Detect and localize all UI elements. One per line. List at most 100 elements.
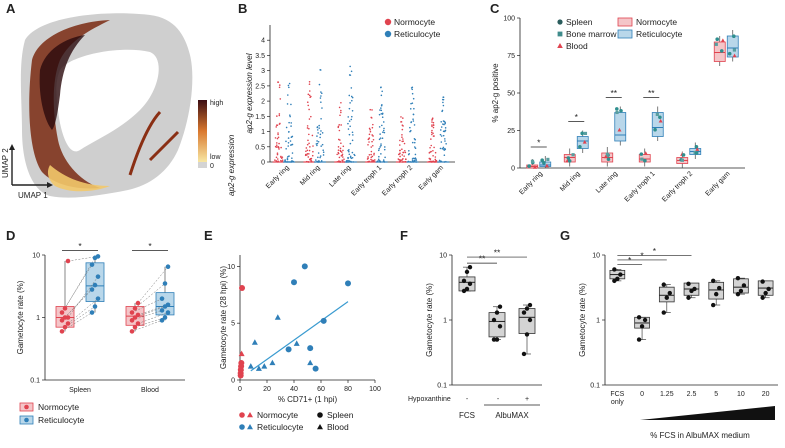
c-box (713, 41, 726, 62)
b-cell-point (403, 149, 406, 152)
b-cell-point (291, 135, 294, 138)
d-significance-mark: * (148, 241, 152, 251)
b-cell-point (305, 150, 307, 153)
f-box (488, 312, 506, 338)
b-cell-point (445, 160, 447, 163)
d-pair-line (64, 257, 96, 309)
b-cell-point (318, 127, 321, 129)
b-cell-point (378, 126, 381, 128)
b-cell-point (428, 157, 431, 160)
b-cell-point (351, 110, 354, 112)
b-cell-point (318, 124, 320, 127)
d-ylabel: Gametocyte rate (%) (16, 280, 25, 354)
c-category-label: Early troph 2 (661, 170, 694, 203)
b-cell-point (305, 147, 308, 149)
d-point (165, 302, 171, 308)
b-cell-point (279, 122, 281, 125)
b-cell-point (440, 120, 443, 123)
d-point (132, 324, 138, 330)
b-cell-point (429, 160, 431, 163)
c-legend-normocyte-box (617, 17, 633, 27)
b-cell-point (343, 158, 345, 161)
b-cell-point (316, 135, 318, 137)
c-point-blood (695, 147, 700, 151)
umap-low-edge (47, 165, 110, 192)
d-point (65, 258, 71, 264)
b-cell-point (401, 148, 403, 151)
d-pair-line (137, 312, 169, 324)
b-cell-point (276, 158, 279, 160)
e-xtick-label: 40 (290, 386, 298, 393)
b-cell-point (348, 107, 351, 110)
b-cell-point (430, 144, 433, 147)
b-cell-point (275, 156, 278, 159)
d-point (159, 296, 165, 301)
b-cell-point (312, 145, 314, 147)
g-point (717, 285, 722, 291)
d-point (89, 310, 95, 315)
b-cell-point (430, 161, 433, 163)
b-cell-point (279, 156, 282, 158)
b-cell-point (321, 132, 324, 134)
b-cell-point (337, 149, 340, 151)
b-cell-point (308, 127, 310, 130)
g-significance-mark: * (640, 250, 644, 260)
panel-label-b: B (238, 1, 247, 16)
d-point (92, 282, 98, 288)
b-cell-point (400, 116, 402, 118)
c-ytick-label: 50 (507, 91, 515, 98)
d-point (89, 287, 95, 292)
b-cell-point (439, 147, 442, 150)
f-point (491, 317, 497, 323)
e-legend-normocyte-circle (239, 412, 245, 418)
b-cell-point (368, 160, 371, 163)
g-category-label: only (611, 399, 624, 406)
e-point-spleen (239, 284, 246, 291)
b-cell-point (397, 153, 400, 156)
b-legend-normocyte-dot (384, 18, 392, 26)
b-cell-point (319, 97, 322, 99)
b-cell-point (289, 114, 291, 116)
c-category-label: Early troph 1 (624, 170, 657, 203)
c-point-spleen (653, 127, 657, 132)
b-cell-point (277, 161, 279, 163)
d-pair-line (61, 264, 93, 313)
b-cell-point (372, 123, 374, 126)
b-cell-point (290, 122, 293, 124)
b-cell-point (443, 161, 446, 163)
chart-c: 0 25 50 75 100 % ap2-g positive Early ring * Mid… (491, 16, 745, 203)
b-cell-point (440, 160, 443, 163)
b-cell-point (351, 156, 354, 159)
b-cell-point (349, 125, 351, 128)
c-point-blood (617, 127, 622, 132)
c-point-spleen (643, 158, 647, 163)
b-ytick-label: 0 (261, 160, 265, 167)
b-cell-point (431, 121, 433, 123)
f-significance-mark: ** (494, 248, 501, 258)
e-legend-normocyte: Normocyte (257, 410, 298, 420)
umap-high-cluster (39, 35, 85, 130)
b-cell-point (317, 152, 320, 154)
b-cell-point (373, 154, 375, 156)
b-cell-point (433, 135, 435, 137)
c-point-blood (643, 151, 648, 155)
b-cell-point (315, 143, 318, 145)
d-point (159, 308, 165, 313)
f-point (494, 310, 500, 315)
g-xlabel: % FCS in AlbuMAX medium (650, 431, 750, 440)
e-point-blood (251, 339, 258, 345)
panel-label-f: F (400, 228, 408, 243)
b-cell-point (316, 129, 319, 131)
b-cell-point (351, 131, 354, 134)
b-cell-point (442, 96, 445, 98)
colorbar-title: ap2-g expression (227, 134, 236, 196)
colorbar-zero-band (198, 162, 207, 168)
b-cell-point (349, 102, 351, 104)
b-category-label: Early troph 1 (350, 164, 383, 197)
b-cell-point (291, 143, 294, 146)
d-pair-line (64, 306, 96, 328)
b-cell-point (371, 144, 374, 147)
b-cell-point (413, 146, 416, 148)
b-cell-point (309, 157, 312, 160)
b-cell-point (368, 127, 371, 130)
